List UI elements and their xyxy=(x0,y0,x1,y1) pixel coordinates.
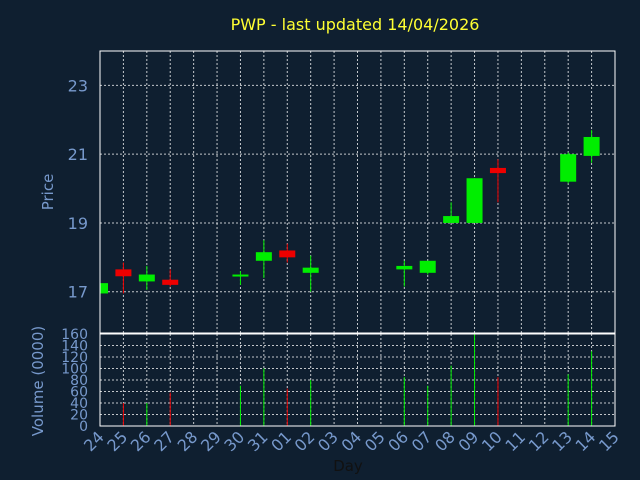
candle-body xyxy=(419,260,436,273)
candle xyxy=(419,260,436,275)
chart-title: PWP - last updated 14/04/2026 xyxy=(231,15,480,34)
candle-body xyxy=(466,178,483,223)
volume-tick-label: 60 xyxy=(70,385,88,401)
price-axis-label: Price xyxy=(39,174,57,211)
candle-body xyxy=(279,250,296,258)
price-tick-label: 23 xyxy=(68,76,88,95)
candle xyxy=(466,178,483,223)
candle xyxy=(279,243,296,263)
candle-body xyxy=(115,269,132,277)
candle xyxy=(489,159,506,203)
candle xyxy=(138,265,155,291)
volume-panel-frame xyxy=(99,333,616,427)
price-tick-label: 21 xyxy=(68,145,88,164)
candle xyxy=(99,281,108,296)
x-tick-label: 15 xyxy=(595,427,623,455)
price-tick-label: 17 xyxy=(68,283,88,302)
candle-body xyxy=(100,283,108,294)
candle-body xyxy=(560,154,577,182)
volume-tick-label: 120 xyxy=(61,350,88,366)
candle xyxy=(443,202,460,223)
volume-tick-label: 100 xyxy=(61,362,88,378)
volume-tick-label: 160 xyxy=(61,327,88,343)
candle-body xyxy=(138,274,155,282)
candle xyxy=(560,152,577,184)
volume-tick-label: 0 xyxy=(79,419,88,435)
price-panel-frame xyxy=(99,50,616,334)
volume-axis-label: Volume (0000) xyxy=(29,326,47,436)
volume-tick-label: 140 xyxy=(61,339,88,355)
candle xyxy=(115,262,132,294)
candle xyxy=(302,255,319,292)
price-panel: 17 19 21 23 xyxy=(68,50,616,334)
candle xyxy=(232,271,249,285)
candle-body xyxy=(232,274,249,277)
candle xyxy=(162,269,179,287)
volume-tick-label: 80 xyxy=(70,373,88,389)
candle-body xyxy=(583,136,600,156)
price-tick-label: 19 xyxy=(68,214,88,233)
x-axis-label: Day xyxy=(333,457,363,475)
candle-body xyxy=(489,167,506,174)
candle-body xyxy=(255,252,272,261)
candle-body xyxy=(162,279,179,285)
volume-tick-label: 20 xyxy=(70,408,88,424)
candle xyxy=(583,130,600,163)
volume-tick-label: 40 xyxy=(70,396,88,412)
candle-body xyxy=(443,216,460,223)
candle xyxy=(396,260,413,287)
candle-body xyxy=(396,265,413,270)
candle-body xyxy=(302,267,319,273)
candle xyxy=(255,240,272,278)
